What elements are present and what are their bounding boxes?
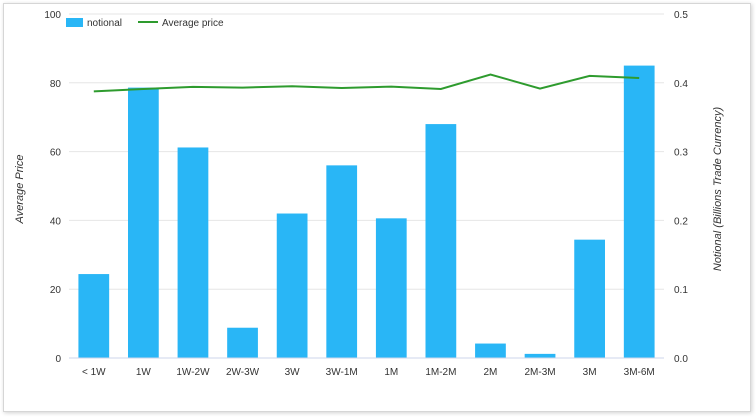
x-axis-ticks: < 1W 1W 1W-2W 2W-3W 3W 3W-1M 1M 1M-2M 2M 2M-3M 3M 3…: [82, 367, 655, 378]
right-axis-ticks: 0.0 0.1 0.2 0.3 0.4 0.5: [674, 10, 688, 365]
x-tick-label: < 1W: [82, 367, 106, 378]
line-series-average-price: [93, 73, 640, 93]
combo-chart: 0 20 40 60 80 100 0.0 0.1 0.2 0.3 0.4 0.5 < 1W 1W 1W…: [14, 10, 724, 378]
x-tick-label: 3M: [583, 367, 597, 378]
bar: [78, 274, 110, 358]
bar: [425, 124, 457, 358]
right-tick-label: 0.5: [674, 10, 688, 21]
legend: notional Average price: [66, 18, 224, 29]
legend-item-average-price[interactable]: Average price: [138, 18, 224, 29]
right-tick-label: 0.0: [674, 354, 688, 365]
x-tick-label: 3W: [285, 367, 301, 378]
bar-series-notional: [78, 65, 655, 358]
x-tick-label: 3M-6M: [624, 367, 655, 378]
left-tick-label: 80: [50, 79, 62, 90]
right-axis-title: Notional (Billions Trade Currency): [712, 107, 724, 272]
bar: [375, 218, 407, 358]
bar: [326, 165, 358, 358]
right-tick-label: 0.1: [674, 285, 688, 296]
chart-frame: 0 20 40 60 80 100 0.0 0.1 0.2 0.3 0.4 0.5 < 1W 1W 1W…: [3, 3, 751, 412]
bar: [475, 343, 506, 358]
left-axis-title: Average Price: [14, 155, 26, 225]
x-tick-label: 1W: [136, 367, 152, 378]
bar: [227, 327, 258, 358]
legend-item-notional[interactable]: notional: [66, 18, 122, 29]
bar: [623, 65, 655, 358]
x-tick-label: 3W-1M: [326, 367, 358, 378]
legend-label-notional: notional: [87, 18, 122, 29]
bar: [128, 87, 159, 358]
x-tick-label: 2W-3W: [226, 367, 260, 378]
right-tick-label: 0.3: [674, 148, 688, 159]
left-tick-label: 0: [55, 354, 61, 365]
right-tick-label: 0.2: [674, 216, 688, 227]
legend-swatch-notional: [66, 18, 83, 27]
x-tick-label: 1M-2M: [425, 367, 456, 378]
x-tick-label: 2M-3M: [524, 367, 555, 378]
bar: [524, 353, 556, 358]
legend-label-average-price: Average price: [162, 18, 224, 29]
bar: [276, 213, 308, 358]
left-tick-label: 40: [50, 216, 62, 227]
right-tick-label: 0.4: [674, 79, 688, 90]
bar: [574, 239, 605, 358]
bar: [177, 147, 209, 358]
x-tick-label: 1M: [384, 367, 398, 378]
left-tick-label: 20: [50, 285, 62, 296]
x-tick-label: 1W-2W: [176, 367, 210, 378]
left-axis-ticks: 0 20 40 60 80 100: [44, 10, 61, 365]
left-tick-label: 100: [44, 10, 61, 21]
left-tick-label: 60: [50, 148, 62, 159]
x-tick-label: 2M: [484, 367, 498, 378]
